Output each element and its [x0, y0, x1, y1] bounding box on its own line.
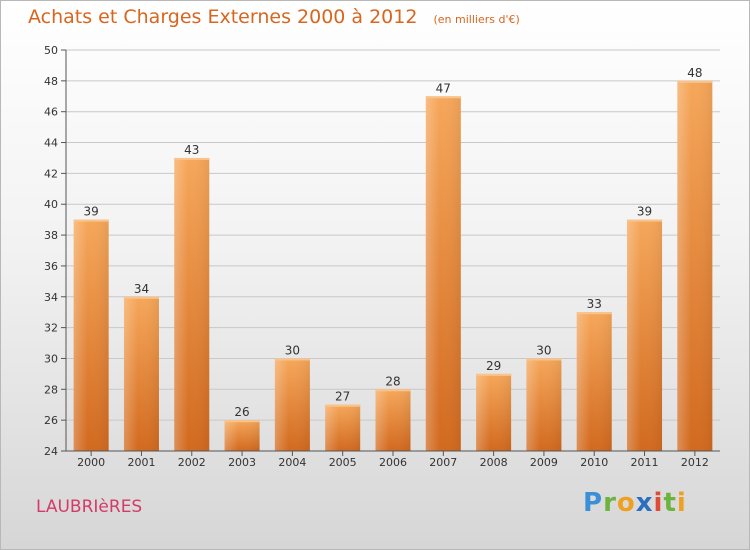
bar-2004: 30 — [274, 343, 310, 451]
bar-shading — [274, 358, 310, 451]
bar-top — [476, 373, 512, 376]
x-tick-label: 2006 — [379, 456, 407, 469]
x-tick-label: 2002 — [178, 456, 206, 469]
x-axis: 2000 2001 2002 2003 2004 2005 2006 2007 2008 2009… — [66, 450, 720, 469]
bar-2006: 28 — [375, 374, 411, 451]
data-label: 34 — [134, 282, 149, 296]
y-tick-label: 46 — [44, 106, 58, 119]
y-axis: 24 26 28 30 32 34 36 38 40 42 44 46 48 50 — [44, 44, 67, 458]
bar-2001: 34 — [123, 282, 159, 451]
data-label: 30 — [536, 343, 551, 357]
data-label: 47 — [436, 81, 451, 95]
bar-top — [325, 404, 361, 407]
x-tick-label: 2012 — [681, 456, 709, 469]
y-tick-label: 34 — [44, 291, 58, 304]
x-tick-label: 2011 — [631, 456, 659, 469]
bar-top — [224, 420, 260, 423]
town-name: LAUBRIèRES — [36, 497, 143, 517]
bar-shading — [325, 404, 361, 451]
bars-group: 39 34 43 26 30 27 28 47 29 30 33 39 48 — [73, 66, 713, 452]
chart-subtitle: (en milliers d'€) — [433, 13, 520, 26]
y-tick-label: 40 — [44, 198, 58, 211]
bar-top — [425, 96, 461, 99]
bar-shading — [224, 420, 260, 451]
bar-2009: 30 — [526, 343, 562, 451]
bar-2011: 39 — [627, 205, 663, 451]
bar-shading — [375, 389, 411, 451]
bar-2005: 27 — [325, 390, 361, 451]
y-tick-label: 44 — [44, 137, 58, 150]
x-tick-label: 2010 — [580, 456, 608, 469]
y-tick-label: 42 — [44, 167, 58, 180]
y-tick-label: 48 — [44, 75, 58, 88]
bar-top — [174, 157, 210, 160]
bar-top — [526, 358, 562, 361]
bar-2007: 47 — [425, 81, 461, 452]
data-label: 27 — [335, 390, 350, 404]
bar-shading — [677, 80, 713, 451]
x-tick-label: 2007 — [429, 456, 457, 469]
bar-2010: 33 — [576, 297, 612, 451]
y-tick-label: 36 — [44, 260, 58, 273]
chart-title-text: Achats et Charges Externes 2000 à 2012 — [28, 6, 418, 28]
x-tick-label: 2009 — [530, 456, 558, 469]
data-label: 39 — [84, 205, 99, 219]
bar-top — [274, 358, 310, 361]
x-tick-label: 2004 — [278, 456, 306, 469]
data-label: 28 — [385, 374, 400, 388]
bar-top — [375, 389, 411, 392]
bar-top — [677, 80, 713, 83]
x-tick-label: 2005 — [329, 456, 357, 469]
bar-2003: 26 — [224, 405, 260, 451]
bar-shading — [576, 312, 612, 451]
x-tick-label: 2000 — [77, 456, 105, 469]
bar-shading — [73, 219, 109, 451]
bar-top — [73, 219, 109, 222]
bar-shading — [476, 373, 512, 451]
y-tick-label: 24 — [44, 445, 58, 458]
data-label: 30 — [285, 343, 300, 357]
data-label: 43 — [184, 143, 199, 157]
bar-2008: 29 — [476, 359, 512, 451]
x-tick-label: 2008 — [480, 456, 508, 469]
bar-shading — [123, 296, 159, 451]
y-tick-label: 32 — [44, 322, 58, 335]
y-tick-label: 50 — [44, 44, 58, 57]
data-label: 39 — [637, 205, 652, 219]
y-tick-label: 26 — [44, 414, 58, 427]
bar-shading — [174, 157, 210, 451]
x-tick-label: 2003 — [228, 456, 256, 469]
bar-top — [123, 296, 159, 299]
bar-shading — [425, 96, 461, 452]
bar-2000: 39 — [73, 205, 109, 451]
data-label: 26 — [234, 405, 249, 419]
x-tick-label: 2001 — [127, 456, 155, 469]
bar-shading — [526, 358, 562, 451]
proxiti-logo[interactable]: Proxiti — [583, 488, 687, 518]
bar-2012: 48 — [677, 66, 713, 451]
chart-title: Achats et Charges Externes 2000 à 2012 (… — [28, 6, 520, 28]
bar-top — [576, 312, 612, 315]
y-tick-label: 30 — [44, 352, 58, 365]
bar-shading — [627, 219, 663, 451]
data-label: 29 — [486, 359, 501, 373]
y-tick-label: 38 — [44, 229, 58, 242]
bar-2002: 43 — [174, 143, 210, 451]
data-label: 48 — [687, 66, 702, 80]
data-label: 33 — [587, 297, 602, 311]
y-tick-label: 28 — [44, 383, 58, 396]
bar-top — [627, 219, 663, 222]
